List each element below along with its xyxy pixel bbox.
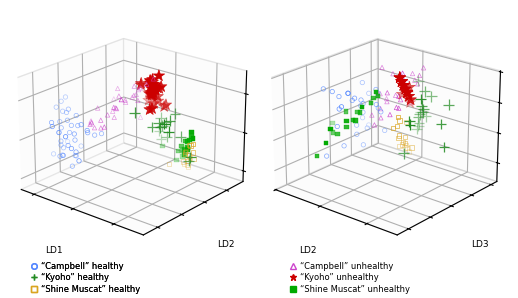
Legend: “Campbell” unhealthy, “Kyoho” unhealthy, “Shine Muscat” unhealthy: “Campbell” unhealthy, “Kyoho” unhealthy,…: [289, 262, 410, 294]
X-axis label: LD2: LD2: [299, 246, 317, 255]
Legend: “Campbell” healthy, “Kyoho” healthy, “Shine Muscat” healthy: “Campbell” healthy, “Kyoho” healthy, “Sh…: [30, 262, 140, 294]
Y-axis label: LD2: LD2: [217, 240, 234, 249]
Y-axis label: LD3: LD3: [471, 240, 488, 249]
X-axis label: LD1: LD1: [46, 246, 63, 255]
